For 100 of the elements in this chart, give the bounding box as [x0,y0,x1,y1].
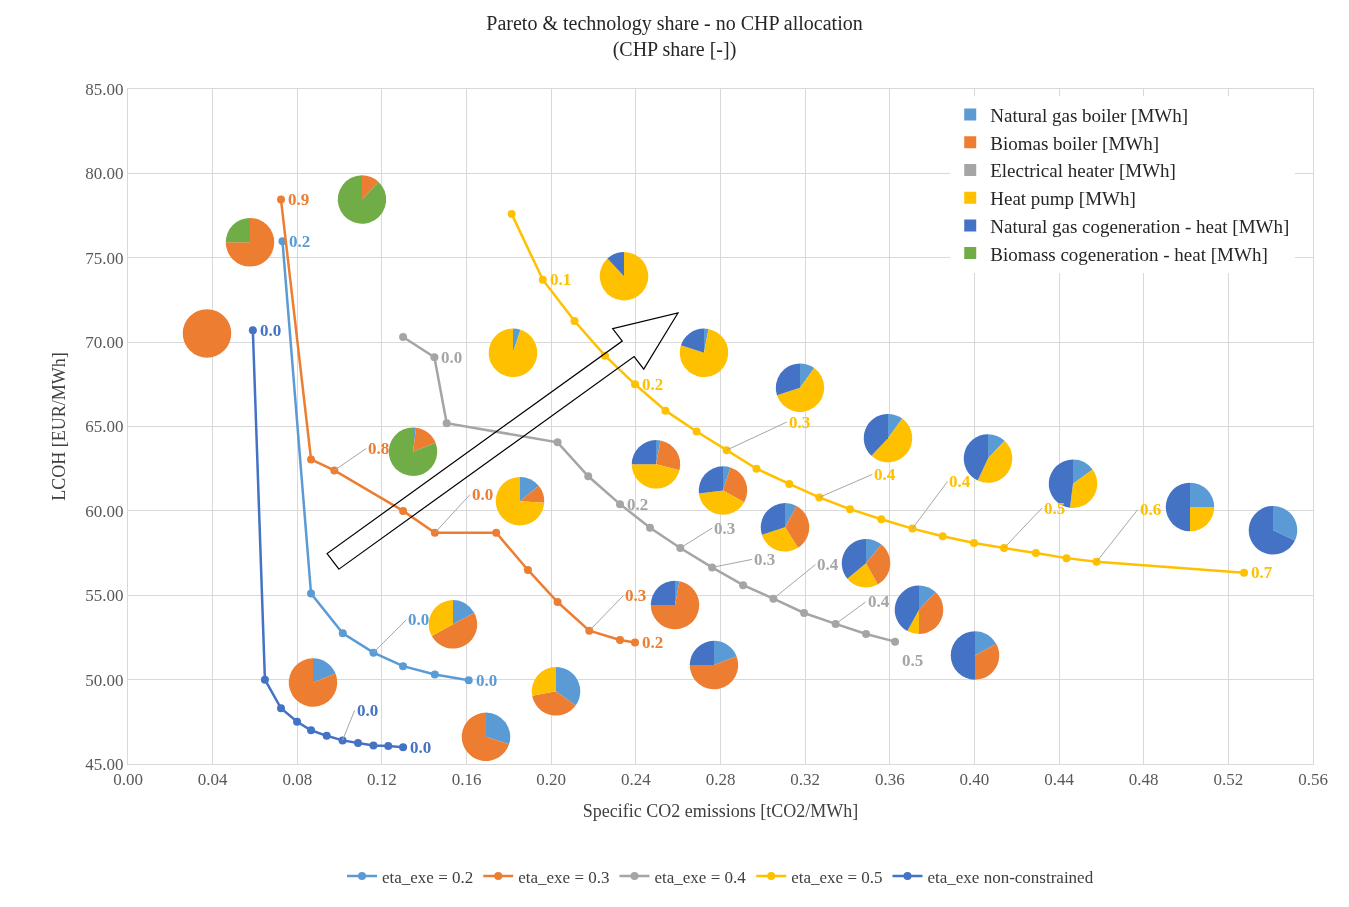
point [661,406,670,415]
point [354,738,363,747]
point [369,741,378,750]
pie-slice [650,581,700,630]
x-tick-label: 0.36 [874,770,905,790]
y-tick-label: 60.00 [85,501,124,521]
pie-slice [698,490,745,515]
point [464,676,473,685]
pie-slice [907,609,919,635]
legend-label: eta_exe = 0.5 [791,867,883,887]
point [248,326,257,335]
pie-slice [689,640,714,666]
annotation: 0.0 [476,671,498,690]
pie-slice [847,563,878,588]
annotation: 0.1 [550,270,572,289]
point [692,427,701,436]
point [877,515,886,524]
pie-slice [1190,507,1215,532]
legend-label: eta_exe non-constrained [927,867,1094,887]
pie-slice [800,363,815,388]
legend-label: Natural gas cogeneration - heat [MWh] [990,215,1290,237]
y-axis-title: LCOH [EUR/MWh] [48,352,69,501]
y-tick-label: 75.00 [85,248,124,268]
point [800,608,809,617]
pie-slice [225,217,275,267]
point [399,333,408,342]
chart-title: Pareto & technology share - no CHP allocation (CHP share [-]) [486,12,863,61]
pie-slice [723,466,731,491]
x-tick-label: 0.16 [451,770,482,790]
point [1000,544,1009,552]
x-tick-label: 0.32 [790,770,821,790]
pie-slice [599,251,649,301]
annotation: 0.2 [642,375,664,394]
point [615,635,624,644]
point [831,619,840,628]
annotation: 0.7 [1251,563,1273,582]
point [430,670,439,679]
pie-slice [520,485,545,503]
pie-slice [532,691,576,716]
pie-slice [704,328,709,353]
point [399,743,408,752]
point [369,648,378,657]
annotation: 0.5 [902,651,924,670]
point [276,704,285,713]
point [970,538,979,547]
point [708,563,717,572]
pie-slice [488,328,538,378]
point [430,353,439,362]
pie-slice [866,539,882,564]
pie-slice [656,440,661,465]
pie-slice [894,585,919,632]
pie-slice [689,656,739,690]
point [538,275,547,284]
pie-slice [1248,506,1295,555]
annotation: 0.3 [754,550,776,569]
pie-slice [977,440,1013,483]
point [938,532,947,541]
annotation: 0.0 [410,738,432,757]
pie-slice [631,440,656,465]
x-tick-label: 0.48 [1128,770,1159,790]
point [676,544,685,552]
pie-slice [675,580,680,605]
annotation: 0.0 [260,321,282,340]
x-tick-label: 0.52 [1213,770,1244,790]
pie-slice [656,440,681,471]
y-tick-label: 85.00 [85,79,124,99]
point [891,637,900,646]
point [752,464,761,473]
legend-label: eta_exe = 0.2 [382,867,474,887]
annotation: 0.2 [627,495,649,514]
x-axis-title: Specific CO2 emissions [tCO2/MWh] [582,800,859,821]
annotation: 0.4 [868,592,890,611]
pie-slice [650,580,675,605]
pie-slice [513,328,521,353]
point [646,523,655,532]
pie-slice [888,413,903,439]
annotation: 0.0 [441,348,463,367]
annotation: 0.0 [408,610,430,629]
annotation: 0.0 [357,701,379,720]
point [399,662,408,671]
point [399,506,408,515]
pie-slice [698,466,723,494]
pie-slice [714,640,737,666]
point [307,455,316,464]
y-tick-label: 65.00 [85,417,124,437]
x-tick-label: 0.40 [959,770,990,790]
x-tick-label: 0.28 [705,770,736,790]
pie-slice [863,413,888,456]
pie-slice [785,506,810,548]
pie-slice [225,217,250,243]
annotation: 0.4 [949,472,971,491]
annotation: 0.2 [642,633,664,652]
pie-slice [362,175,379,200]
pie-slice [950,631,975,680]
point [260,675,269,684]
pie-slice [461,712,510,762]
annotation: 0.5 [1044,499,1066,518]
point [1062,554,1071,563]
pie-slice [975,643,1000,680]
pie-slice [723,467,748,503]
